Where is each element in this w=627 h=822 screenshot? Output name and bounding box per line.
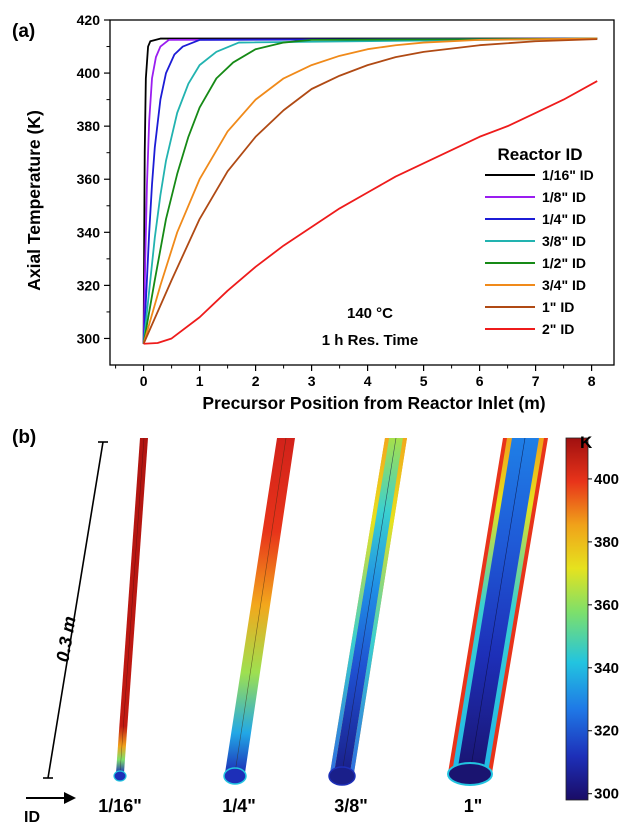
legend-title: Reactor ID	[497, 145, 582, 164]
legend-entry: 1/2" ID	[542, 255, 586, 271]
tube-label-3-8: 3/8"	[334, 796, 368, 816]
colorbar-tick-label: 300	[594, 786, 619, 803]
tube-label-1-16: 1/16"	[98, 796, 142, 816]
tube-end-cap	[113, 770, 127, 782]
colorbar	[565, 437, 589, 801]
legend: Reactor ID 1/16" ID 1/8" ID 1/4" ID 3/8" ID 1…	[485, 145, 594, 337]
series-line	[142, 37, 598, 344]
tube-1-4	[223, 437, 295, 785]
plot-frame	[109, 19, 615, 366]
legend-entry: 3/4" ID	[542, 277, 586, 293]
tube-label-1-4: 1/4"	[222, 796, 256, 816]
x-tick-label: 5	[420, 373, 428, 389]
y-axis-label: Axial Temperature (K)	[24, 110, 44, 291]
colorbar-tick-label: 340	[594, 660, 619, 677]
tube-end-cap	[223, 767, 247, 785]
x-tick-label: 7	[532, 373, 540, 389]
legend-entry: 1" ID	[542, 299, 574, 315]
tube-1-inch	[447, 437, 548, 786]
tube-label-1-inch: 1"	[464, 796, 483, 816]
id-axis-label: ID	[24, 809, 40, 822]
y-tick-label: 420	[77, 12, 101, 28]
x-axis-label: Precursor Position from Reactor Inlet (m…	[202, 393, 545, 413]
panel-a-label: (a)	[12, 21, 35, 42]
tube-body	[334, 438, 403, 773]
y-tick-label: 300	[77, 330, 101, 346]
legend-entry: 1/4" ID	[542, 211, 586, 227]
legend-entry: 1/8" ID	[542, 189, 586, 205]
annotation-temperature: 140 °C	[347, 305, 393, 322]
y-tick-label: 380	[77, 118, 101, 134]
heatmap-panel: (b) 0.3 m ID	[12, 427, 619, 822]
x-tick-label: 6	[476, 373, 484, 389]
colorbar-tick-label: 360	[594, 597, 619, 614]
series-line	[142, 37, 598, 344]
colorbar-tick-label: 380	[594, 534, 619, 551]
series-line	[142, 37, 598, 345]
x-tick-label: 1	[196, 373, 204, 389]
y-tick-label: 340	[77, 224, 101, 240]
tube-1-16	[113, 437, 148, 782]
colorbar-tick-label: 320	[594, 723, 619, 740]
colorbar-title: K	[580, 433, 593, 452]
colorbar-tick-label: 400	[594, 471, 619, 488]
y-tick-label: 360	[77, 171, 101, 187]
y-tick-label: 400	[77, 65, 101, 81]
x-tick-label: 8	[588, 373, 596, 389]
tube-body	[457, 438, 539, 773]
x-tick-label: 2	[252, 373, 260, 389]
x-tick-label: 4	[364, 373, 372, 389]
x-tick-label: 3	[308, 373, 316, 389]
legend-entry: 2" ID	[542, 321, 574, 337]
series-line	[142, 38, 598, 345]
series-line	[142, 37, 598, 344]
series-line	[142, 37, 598, 344]
annotation-residence-time: 1 h Res. Time	[322, 332, 418, 349]
length-scale-bar	[47, 441, 104, 779]
tube-body	[225, 438, 295, 773]
legend-entry: 1/16" ID	[542, 167, 594, 183]
series-line	[142, 37, 598, 344]
panel-b-label: (b)	[12, 427, 36, 448]
y-tick-label: 320	[77, 277, 101, 293]
series-line	[143, 80, 598, 345]
id-arrow-head	[64, 792, 76, 804]
tube-end-cap	[447, 762, 493, 786]
legend-entry: 3/8" ID	[542, 233, 586, 249]
tube-end-cap	[328, 766, 356, 786]
length-label: 0.3 m	[52, 615, 79, 664]
tube-3-8	[328, 437, 407, 786]
x-tick-label: 0	[140, 373, 148, 389]
line-chart-panel: (a) 0 1 2 3 4 5 6 7 8 300 320 340 360 380 400 420 Precu…	[12, 12, 615, 413]
